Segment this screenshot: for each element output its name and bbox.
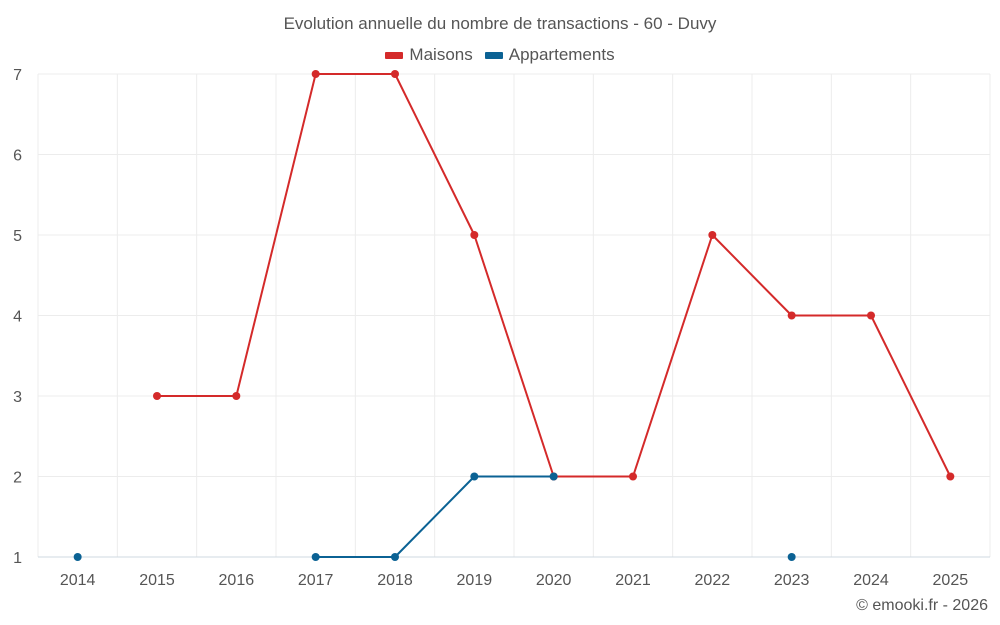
x-tick-label: 2016 [219, 572, 255, 589]
data-point-appartements [391, 553, 399, 561]
x-tick-label: 2018 [377, 572, 413, 589]
y-tick-label: 1 [13, 550, 22, 567]
x-tick-label: 2022 [695, 572, 731, 589]
data-point-maisons [153, 392, 161, 400]
data-point-appartements [311, 553, 320, 561]
x-tick-label: 2020 [536, 572, 572, 589]
legend-item-appartements[interactable]: Appartements [484, 45, 615, 65]
data-point-maisons [232, 392, 241, 400]
y-tick-label: 5 [13, 228, 22, 245]
y-tick-label: 6 [13, 148, 22, 165]
data-point-appartements [549, 472, 558, 481]
data-point-appartements [787, 553, 796, 561]
data-point-appartements [470, 472, 479, 481]
data-point-appartements [73, 553, 82, 561]
data-point-maisons [470, 231, 479, 239]
data-point-maisons [946, 472, 955, 481]
data-point-maisons [391, 70, 399, 78]
data-point-maisons [787, 311, 796, 320]
y-tick-label: 7 [13, 67, 22, 84]
y-tick-label: 3 [13, 389, 22, 406]
y-tick-label: 4 [13, 309, 22, 326]
chart-legend: Maisons Appartements [0, 45, 1000, 65]
x-tick-label: 2019 [457, 572, 493, 589]
data-point-maisons [708, 231, 717, 239]
x-tick-label: 2014 [60, 572, 96, 589]
y-tick-label: 2 [13, 470, 22, 487]
legend-label-appartements: Appartements [508, 45, 615, 64]
x-tick-label: 2017 [298, 572, 334, 589]
chart-title: Evolution annuelle du nombre de transact… [283, 14, 717, 33]
legend-item-maisons[interactable]: Maisons [385, 45, 473, 65]
data-point-maisons [867, 311, 875, 320]
x-tick-label: 2025 [933, 572, 969, 589]
credit-text: © emooki.fr - 2026 [856, 597, 988, 614]
legend-label-maisons: Maisons [409, 45, 473, 64]
legend-swatch-maisons [385, 51, 404, 59]
data-point-maisons [629, 472, 637, 481]
x-tick-label: 2024 [853, 572, 889, 589]
x-tick-label: 2021 [615, 572, 651, 589]
series-line-appartements [315, 475, 554, 558]
data-point-maisons [311, 70, 320, 78]
x-tick-label: 2015 [139, 572, 175, 589]
x-tick-label: 2023 [774, 572, 810, 589]
legend-swatch-appartements [484, 51, 503, 59]
